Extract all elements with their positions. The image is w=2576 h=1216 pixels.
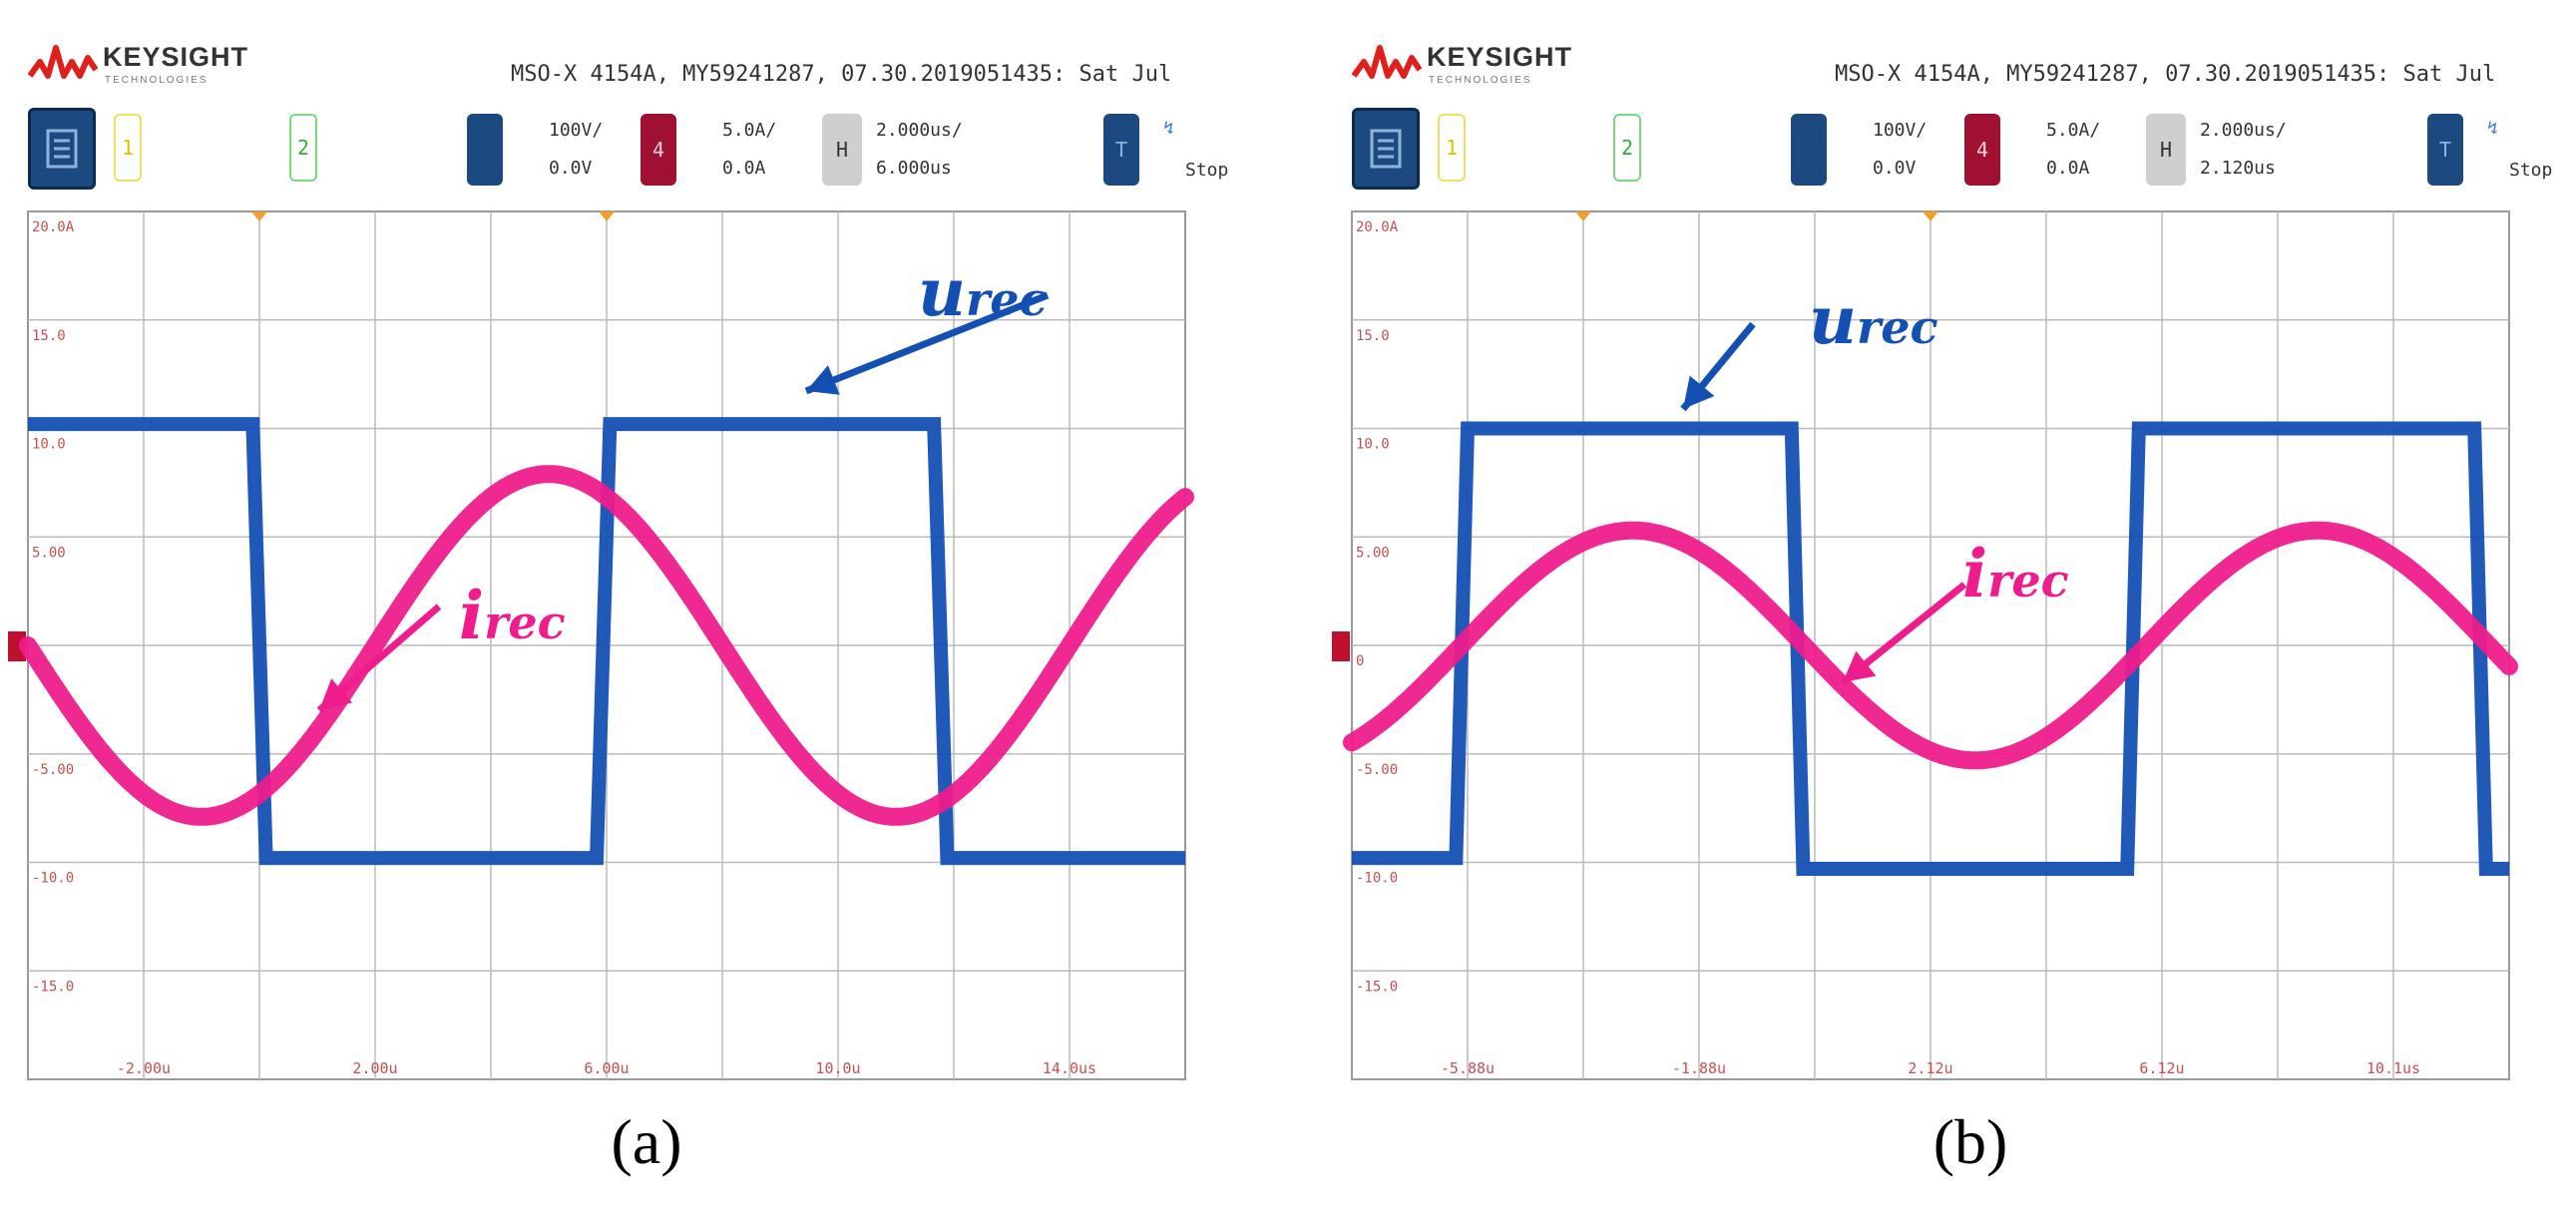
channel-4-button[interactable]: 4 [641,114,676,186]
horizontal-button[interactable]: H [2146,114,2186,186]
x-tick-label: -2.00u [117,1059,171,1077]
trigger-icon: ↯ [2487,118,2498,139]
time-delay: 6.000us [876,158,952,179]
trigger-marker-icon [1575,211,1591,221]
brand-name: KEYSIGHT [1427,42,1573,72]
scope-panel-b: KEYSIGHT TECHNOLOGIES MSO-X 4154A, MY592… [1332,0,2576,1216]
i-rec-label: irec [1962,535,2069,612]
channel-4-offset: 0.0A [722,158,766,179]
y-tick-label: 10.0 [32,437,66,453]
x-tick-label: 2.12u [1908,1059,1952,1077]
brand-subtitle: TECHNOLOGIES [105,75,209,86]
instrument-info: MSO-X 4154A, MY59241287, 07.30.201905143… [1835,62,2496,87]
y-tick-label: -5.00 [32,762,74,778]
channel-4-offset: 0.0A [2046,158,2090,179]
channel-3-button[interactable] [467,114,503,186]
x-tick-label: 2.00u [352,1059,397,1077]
i-arrowhead-icon [319,678,353,710]
oscilloscope-plot-b: 20.0A 15.0 10.0 5.00 0 -5.00 -10.0 -15.0 -5.88u -… [1332,210,2518,1080]
channel-4-scale: 5.0A/ [2046,120,2101,141]
brand-name: KEYSIGHT [103,42,249,72]
channel-2-button[interactable]: 2 [289,114,317,182]
u-arrowhead-icon [1683,375,1715,409]
x-tick-label: -5.88u [1441,1059,1495,1077]
u-arrow [804,291,1050,395]
y-tick-label: -15.0 [32,979,74,995]
current-trace [1343,521,2518,770]
channel-1-button[interactable]: 1 [114,114,142,182]
x-tick-label: 14.0us [1043,1059,1096,1077]
channel-3-scale: 100V/ [549,120,604,141]
ground-marker-icon [1332,631,1350,661]
acquisition-status: Stop [2509,160,2553,181]
channel-1-button[interactable]: 1 [1438,114,1466,182]
trigger-marker-icon [1923,211,1938,221]
trigger-marker-icon [599,211,615,221]
y-tick-label: -5.00 [1356,762,1398,778]
time-scale: 2.000us/ [876,120,963,141]
ground-marker-icon [8,631,26,661]
scope-header: KEYSIGHT TECHNOLOGIES MSO-X 4154A, MY592… [1352,40,2576,100]
menu-icon[interactable] [1352,108,1420,190]
menu-icon[interactable] [28,108,96,190]
caption-b: (b) [1932,1106,2008,1177]
y-tick-label: 20.0A [32,219,75,235]
caption-a: (a) [611,1106,682,1177]
channel-3-button[interactable] [1791,114,1827,186]
channel-bar: 1 2 100V/ 0.0V 4 5.0A/ 0.0A H 2.000us/ 2… [1352,108,2576,198]
y-tick-label: 0 [1356,653,1364,669]
i-arrowhead-icon [1843,650,1877,682]
time-scale: 2.000us/ [2200,120,2287,141]
x-tick-label: 10.1us [2366,1059,2420,1077]
channel-3-scale: 100V/ [1873,120,1928,141]
channel-4-scale: 5.0A/ [722,120,777,141]
scope-panel-a: KEYSIGHT TECHNOLOGIES MSO-X 4154A, MY592… [8,0,1255,1216]
x-tick-label: 6.00u [584,1059,629,1077]
y-tick-label: 15.0 [32,328,66,344]
y-tick-label: 20.0A [1356,219,1399,235]
channel-3-offset: 0.0V [549,158,593,179]
trigger-channel-button[interactable]: T [1103,114,1139,186]
y-tick-label: 5.00 [32,545,66,561]
y-tick-label: 5.00 [1356,545,1390,561]
channel-bar: 1 2 100V/ 0.0V 4 5.0A/ 0.0A H 2.000us/ 6… [28,108,1255,198]
horizontal-button[interactable]: H [822,114,862,186]
scope-header: KEYSIGHT TECHNOLOGIES MSO-X 4154A, MY592… [28,40,1255,100]
y-tick-label: -10.0 [1356,871,1398,887]
u-rec-label: urec [918,253,1048,331]
keysight-logo-icon [1352,45,1422,79]
y-tick-label: 10.0 [1356,437,1390,453]
time-delay: 2.120us [2200,158,2276,179]
channel-3-offset: 0.0V [1873,158,1917,179]
i-rec-label: irec [459,577,566,654]
x-tick-label: 6.12u [2139,1059,2184,1077]
brand-subtitle: TECHNOLOGIES [1429,75,1532,86]
x-tick-label: -1.88u [1672,1059,1726,1077]
u-rec-label: urec [1809,281,1938,359]
x-tick-label: 10.0u [815,1059,860,1077]
y-tick-label: 15.0 [1356,328,1390,344]
instrument-info: MSO-X 4154A, MY59241287, 07.30.201905143… [511,62,1172,87]
acquisition-status: Stop [1185,160,1229,181]
trigger-marker-icon [251,211,267,221]
current-trace [19,465,1194,826]
trigger-icon: ↯ [1163,118,1174,139]
channel-4-button[interactable]: 4 [1964,114,2000,186]
u-arrowhead-icon [806,365,840,395]
y-tick-label: -10.0 [32,871,74,887]
voltage-trace [28,417,1185,866]
channel-2-button[interactable]: 2 [1613,114,1641,182]
trigger-channel-button[interactable]: T [2427,114,2463,186]
y-tick-label: -15.0 [1356,979,1398,995]
keysight-logo-icon [28,45,98,79]
